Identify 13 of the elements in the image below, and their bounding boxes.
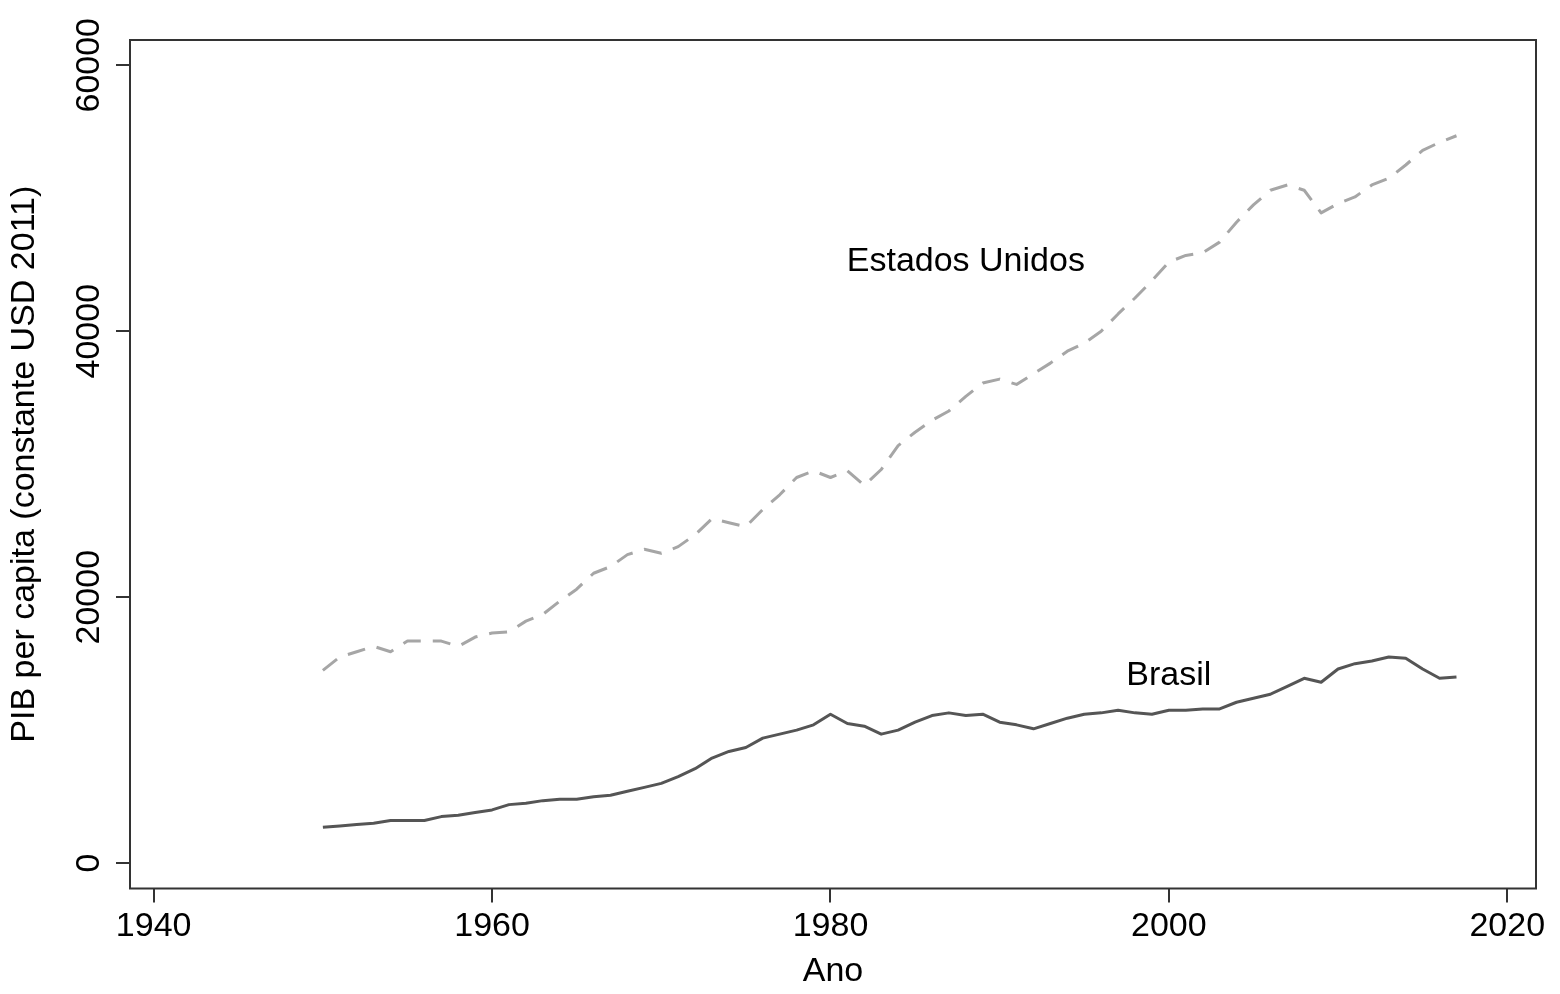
x-tick-label: 2000 (1131, 905, 1207, 944)
y-tick-label: 60000 (68, 17, 107, 113)
series-label: Brasil (1126, 653, 1212, 692)
x-tick-label: 1940 (115, 905, 192, 944)
x-tick-label: 2020 (1469, 905, 1546, 944)
x-tick-label: 1980 (792, 905, 869, 944)
x-axis-title: Ano (802, 949, 864, 988)
y-tick-label: 0 (68, 853, 107, 873)
y-axis-title: PIB per capita (constante USD 2011) (2, 185, 41, 743)
y-tick-label: 40000 (68, 283, 107, 379)
x-tick-label: 1960 (454, 905, 530, 944)
series-label: Estados Unidos (846, 239, 1085, 278)
y-tick-label: 20000 (68, 549, 107, 645)
